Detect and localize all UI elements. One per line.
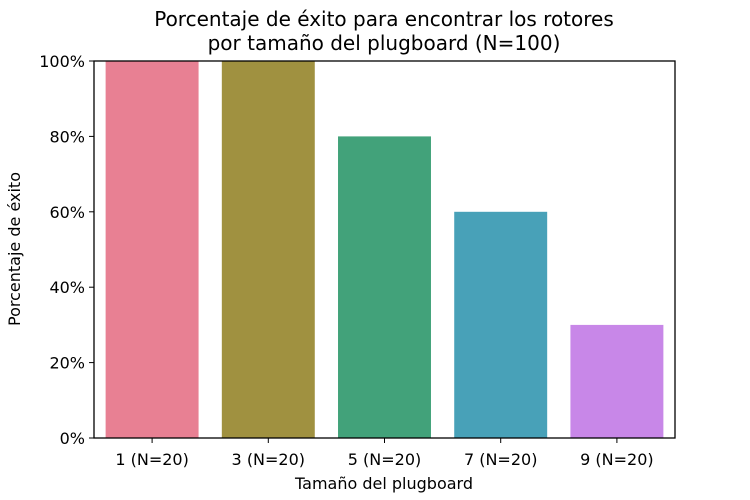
bar-4 xyxy=(454,211,548,438)
y-tick-label: 20% xyxy=(49,354,85,373)
x-axis: 1 (N=20) 3 (N=20) 5 (N=20) 7 (N=20) 9 (N=20) xyxy=(115,438,654,469)
y-axis-label: Porcentaje de éxito xyxy=(5,172,24,326)
x-tick-label: 7 (N=20) xyxy=(464,450,537,469)
y-axis: 0% 20% 40% 60% 80% 100% xyxy=(39,52,94,448)
y-tick-label: 60% xyxy=(49,203,85,222)
x-tick-label: 1 (N=20) xyxy=(115,450,188,469)
chart-title-line-1: Porcentaje de éxito para encontrar los r… xyxy=(154,7,614,31)
x-tick-label: 3 (N=20) xyxy=(232,450,305,469)
chart-title-line-2: por tamaño del plugboard (N=100) xyxy=(208,31,561,55)
plot-frame xyxy=(93,60,676,439)
y-tick-label: 0% xyxy=(60,429,85,448)
bar-3 xyxy=(338,136,431,438)
bar-2 xyxy=(221,61,315,438)
y-tick-label: 80% xyxy=(49,127,85,146)
bars-group xyxy=(105,61,664,438)
x-tick-label: 5 (N=20) xyxy=(348,450,421,469)
bar-1 xyxy=(105,61,199,438)
y-tick-label: 100% xyxy=(39,52,85,71)
bar-5 xyxy=(570,324,664,438)
y-tick-label: 40% xyxy=(49,278,85,297)
x-tick-label: 9 (N=20) xyxy=(580,450,653,469)
x-axis-label: Tamaño del plugboard xyxy=(294,474,473,493)
